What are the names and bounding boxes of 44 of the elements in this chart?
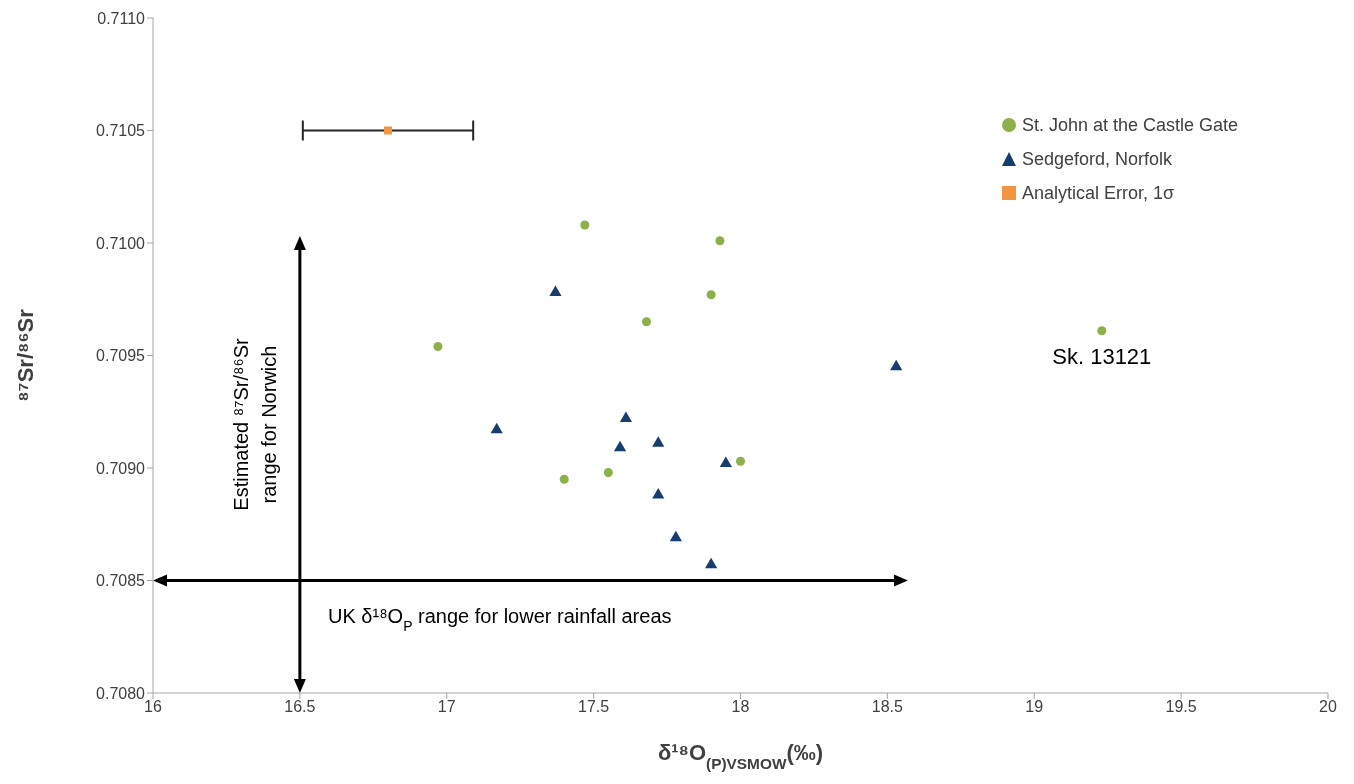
point: [735, 456, 746, 466]
ref-line-label: Estimated ⁸⁷Sr/⁸⁶Sr range for Norwich: [229, 337, 280, 511]
x-tick-label: 18.5: [871, 698, 904, 716]
x-tick-label: 17.5: [578, 698, 610, 716]
y-tick-label: 0.7090: [96, 459, 146, 477]
point: [549, 285, 562, 297]
point: [706, 290, 716, 300]
legend-label: Analytical Error, 1σ: [1021, 183, 1175, 203]
x-axis-title: δ¹⁸O$_{(P)VSMOW}$(‰): [657, 740, 824, 772]
point: [580, 220, 590, 230]
legend-label: Sedgeford, Norfolk: [1021, 149, 1172, 169]
x-tick-label: 19: [1025, 698, 1044, 716]
point: [613, 440, 627, 452]
point: [719, 456, 732, 468]
x-tick-label: 16: [144, 698, 162, 716]
legend-label: St. John at the Castle Gate: [1021, 115, 1238, 135]
point: [1097, 326, 1107, 336]
x-tick-label: 16.5: [284, 698, 316, 716]
point: [652, 436, 665, 447]
x-tick-label: 19.5: [1165, 698, 1197, 716]
point: [619, 411, 633, 423]
y-axis-title: ⁸⁷Sr/⁸⁶Sr: [13, 308, 38, 402]
y-tick-label: 0.7095: [96, 347, 146, 365]
y-tick-label: 0.7080: [96, 684, 146, 702]
point: [705, 557, 718, 569]
point: [890, 359, 903, 371]
point: [433, 341, 443, 352]
point: [603, 467, 613, 478]
y-tick-label: 0.7100: [96, 234, 146, 252]
annotation: Sk. 13121: [1052, 344, 1152, 370]
x-tick-label: 20: [1319, 698, 1337, 716]
y-tick-label: 0.7110: [97, 9, 146, 27]
x-tick-label: 17: [437, 698, 456, 716]
point: [559, 474, 569, 484]
point: [715, 236, 725, 246]
point: [669, 530, 682, 542]
y-tick-label: 0.7085: [96, 572, 146, 590]
y-tick-label: 0.7105: [96, 122, 146, 140]
ref-line-label: UK δ¹⁸O$_{P}$ range for lower rainfall areas: [328, 604, 672, 634]
point: [641, 317, 652, 327]
point: [384, 126, 392, 135]
point: [490, 422, 503, 434]
point: [652, 487, 665, 499]
x-tick-label: 18: [731, 698, 750, 716]
